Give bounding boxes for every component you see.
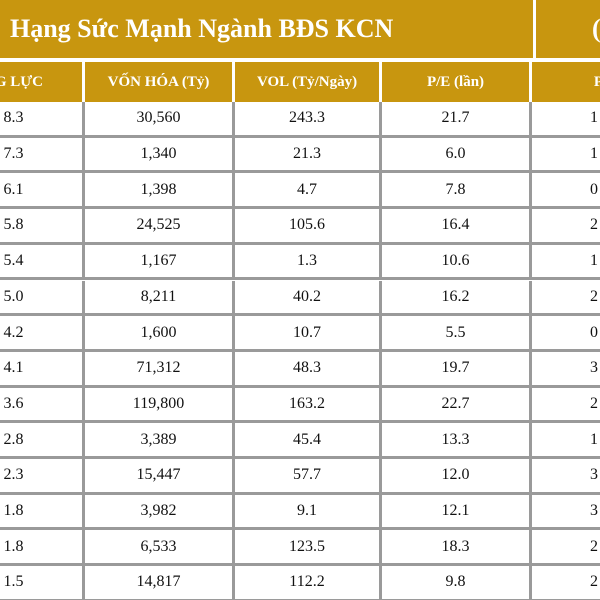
table-cell: 1,600 [85,316,235,352]
table-cell: 14,817 [85,566,235,600]
table-cell: 1.5 [0,566,85,600]
table-cell: 21.3 [235,137,382,174]
table-cell: 243.3 [235,102,382,138]
table-cell: 2.8 [0,423,85,459]
table-cell: 7.3 [0,137,85,174]
table-cell: 19.7 [382,351,532,388]
table-cell: 2 [532,387,600,424]
table-cell: 16.2 [382,280,532,317]
table-cell: 12.0 [382,459,532,495]
table-cell: 1 [532,102,600,138]
table-cell: 0 [532,173,600,210]
table-cell: 0 [532,316,600,352]
table-cell: 1,398 [85,173,235,210]
table-cell: 5.4 [0,244,85,281]
table-cell: 24,525 [85,209,235,245]
table-cell: 13.3 [382,423,532,459]
table-cell: 5.5 [382,316,532,352]
column-header: NG LỰC [0,62,85,102]
table-cell: 3,982 [85,494,235,531]
table-cell: 45.4 [235,423,382,459]
table-cell: 7.8 [382,173,532,210]
table-cell: 3,389 [85,423,235,459]
table-cell: 1 [532,137,600,174]
table-cell: 1.8 [0,494,85,531]
table-cell: 3 [532,494,600,531]
table-cell: 40.2 [235,280,382,317]
table-cell: 2.3 [0,459,85,495]
table-cell: 6.1 [0,173,85,210]
column-header: P/E (lần) [382,62,532,102]
table-cell: 10.6 [382,244,532,281]
table-cell: 1.3 [235,244,382,281]
table-cell: 21.7 [382,102,532,138]
table-cell: 123.5 [235,530,382,567]
table-cell: 163.2 [235,387,382,424]
table-cell: 119,800 [85,387,235,424]
table-cell: 48.3 [235,351,382,388]
table-cell: 2 [532,209,600,245]
table-cell: 1 [532,423,600,459]
table-cell: 4.7 [235,173,382,210]
table-cell: 18.3 [382,530,532,567]
table-cell: 22.7 [382,387,532,424]
table-cell: 105.6 [235,209,382,245]
table-cell: 4.2 [0,316,85,352]
table-cell: 2 [532,280,600,317]
table-cell: 4.1 [0,351,85,388]
table-cell: 1 [532,244,600,281]
table-cell: 6.0 [382,137,532,174]
table-cell: 8,211 [85,280,235,317]
table-cell: 9.8 [382,566,532,600]
table-cell: 3.6 [0,387,85,424]
table-cell: 5.0 [0,280,85,317]
table-cell: 10.7 [235,316,382,352]
table-cell: 8.3 [0,102,85,138]
table-cell: 5.8 [0,209,85,245]
title-bar-right: ( [533,0,600,62]
table-cell: 2 [532,566,600,600]
table-cell: 1.8 [0,530,85,567]
column-header: VOL (Tỷ/Ngày) [235,62,382,102]
table-cell: 12.1 [382,494,532,531]
table-cell: 9.1 [235,494,382,531]
table-cell: 6,533 [85,530,235,567]
table-cell: 112.2 [235,566,382,600]
column-header: VỐN HÓA (Tỷ) [85,62,235,102]
table-cell: 71,312 [85,351,235,388]
table-cell: 1,340 [85,137,235,174]
table-cell: 2 [532,530,600,567]
table-cell: 16.4 [382,209,532,245]
table-cell: 3 [532,459,600,495]
title-bar: Hạng Sức Mạnh Ngành BĐS KCN [0,0,533,62]
table-cell: 57.7 [235,459,382,495]
table-cell: 1,167 [85,244,235,281]
table-cell: 30,560 [85,102,235,138]
table-cell: 3 [532,351,600,388]
column-header: P/B [532,62,600,102]
table-cell: 15,447 [85,459,235,495]
